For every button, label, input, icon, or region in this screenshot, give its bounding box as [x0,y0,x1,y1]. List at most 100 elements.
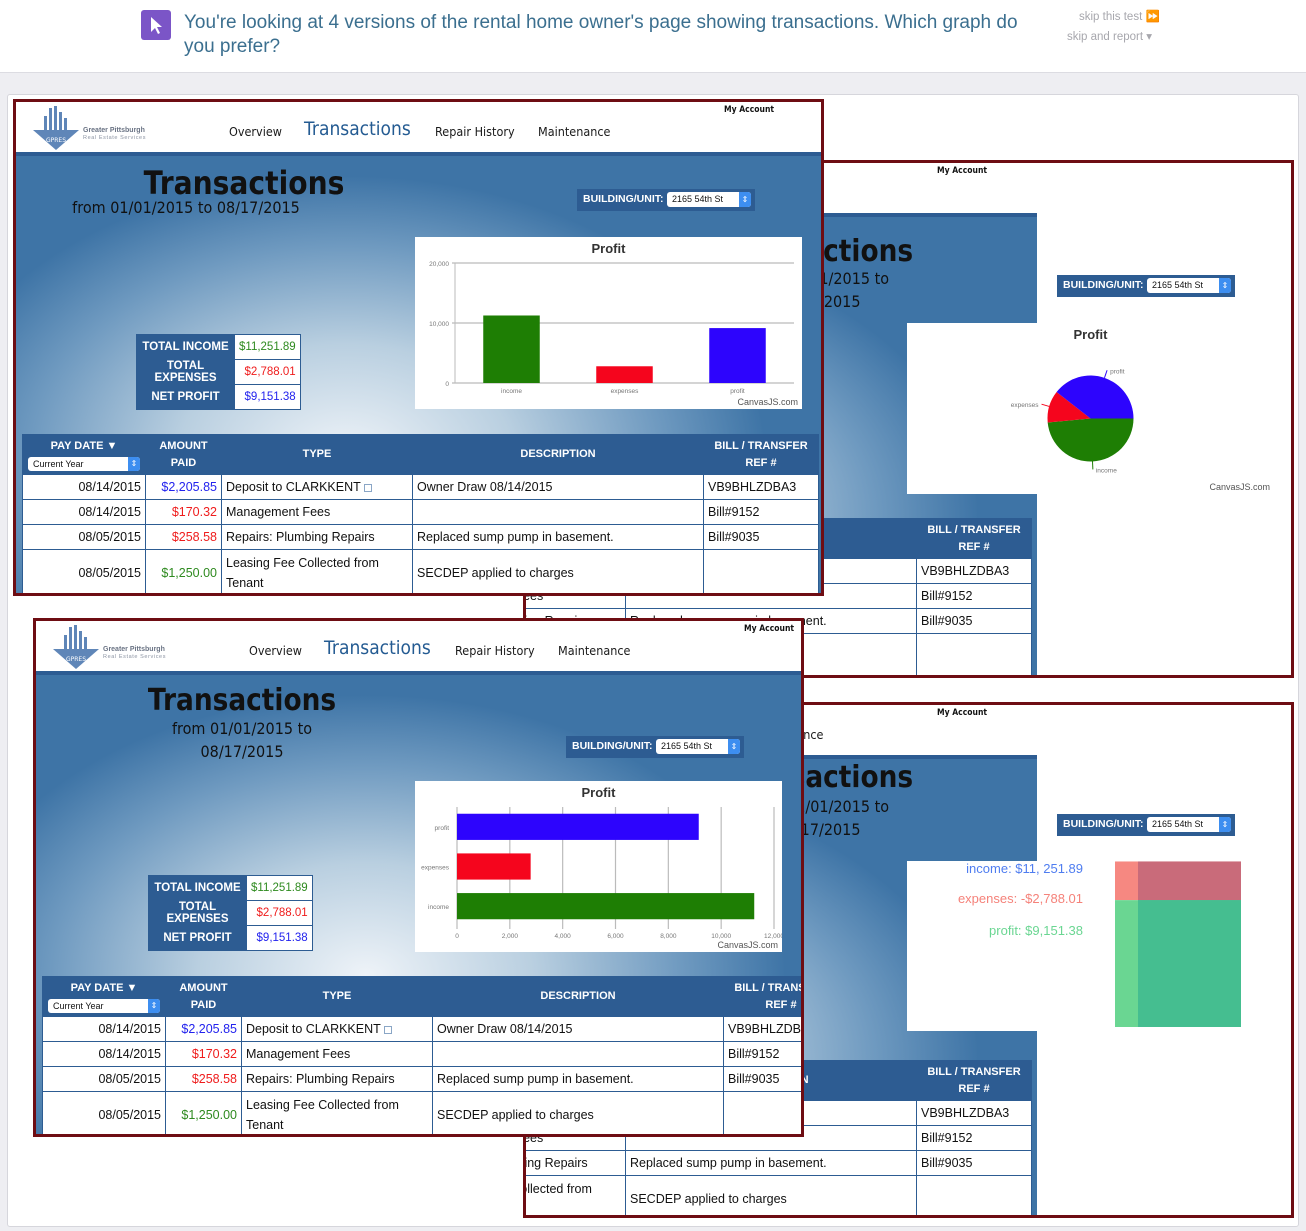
gpres-logo[interactable]: GPRES Greater Pittsburgh Real Estate Ser… [51,625,181,670]
ref-cell[interactable]: Bill#9152 [723,1041,801,1067]
table-row[interactable]: 08/14/2015 $170.32 Management Fees Bill#… [42,1041,801,1067]
gpres-logo[interactable]: GPRES Greater Pittsburgh Real Estate Ser… [31,106,161,151]
col-type[interactable]: TYPE [241,976,433,1017]
table-row[interactable]: 08/05/2015 $258.58 Repairs: Plumbing Rep… [526,1150,1032,1176]
skip-and-report-link[interactable]: skip and report ▾ [1067,31,1153,43]
description-cell: SECDEP applied to charges [432,1091,724,1134]
table-row[interactable]: 08/05/2015 $1,250.00 Leasing Fee Collect… [42,1091,801,1134]
page-variant-1[interactable]: GPRES Greater Pittsburgh Real Estate Ser… [13,99,824,596]
nav-transactions[interactable]: Transactions [304,118,411,140]
ref-cell[interactable]: Bill#9035 [916,608,1032,634]
table-row[interactable]: 08/14/2015 $170.32 Management Fees Bill#… [22,499,819,525]
pay-date-cell: 08/05/2015 [22,549,146,593]
chart-title: Profit [592,241,627,256]
pay-date-header[interactable]: PAY DATE ▼ [70,982,138,994]
type-text: Leasing Fee Collected from Tenant [526,1181,592,1196]
nav-repair-history[interactable]: Repair History [435,124,515,139]
x-tick-label: 6,000 [607,933,624,940]
transactions-body: Transactions from 01/01/2015 to 08/17/201… [36,675,801,1134]
my-account-link[interactable]: My Account [724,105,775,115]
col-description[interactable]: DESCRIPTION [432,976,724,1017]
type-cell: Leasing Fee Collected from Tenant [526,1175,626,1215]
my-account-link[interactable]: My Account [937,708,988,718]
type-cell: Management Fees [221,499,413,525]
col-pay-date[interactable]: PAY DATE ▼ Current Year ⇕ [22,434,146,475]
col-amount-paid[interactable]: AMOUNT PAID [165,976,242,1017]
bar-overlap-expenses [1138,861,1241,901]
total-income-label: TOTAL INCOME [148,875,247,901]
nav-transactions[interactable]: Transactions [324,637,431,659]
building-unit-select[interactable]: 2165 54th St ⇕ [667,192,751,207]
test-prompt-bar: You're looking at 4 versions of the rent… [0,0,1306,73]
page-title: Transactions [147,683,337,718]
x-tick-label: 0 [455,933,459,940]
ref-cell[interactable]: Bill#9152 [916,1125,1032,1151]
pay-date-filter-select[interactable]: Current Year ⇕ [48,999,160,1013]
ref-cell [916,1175,1032,1215]
total-income-label: TOTAL INCOME [136,334,235,360]
pay-date-cell: 08/05/2015 [22,524,146,550]
type-text: Deposit to CLARKKENT [246,1022,381,1036]
logo-tagline: Real Estate Services [83,135,147,141]
total-expenses-value: $2,788.01 [246,900,313,926]
building-unit-value: 2165 54th St [1152,819,1204,829]
date-range-line-1: from 01/01/2015 to [171,719,313,738]
building-unit-filter: BUILDING/UNIT: 2165 54th St ⇕ [1057,275,1235,297]
details-icon[interactable] [383,1025,392,1034]
ref-cell [916,633,1032,675]
col-ref[interactable]: BILL / TRANSFER REF # [916,518,1032,559]
building-logo-icon: GPRES [53,625,99,669]
canvasjs-watermark: CanvasJS.com [717,940,778,950]
details-icon[interactable] [363,483,372,492]
table-row[interactable]: 08/14/2015 $2,205.85 Deposit to CLARKKEN… [42,1016,801,1042]
nav-maintenance[interactable]: Maintenance [538,124,611,139]
table-row[interactable]: 08/05/2015 $258.58 Repairs: Plumbing Rep… [22,524,819,550]
my-account-link[interactable]: My Account [937,166,988,176]
ref-cell[interactable]: Bill#9152 [916,583,1032,609]
my-account-link[interactable]: My Account [744,624,795,634]
col-amount-paid[interactable]: AMOUNT PAID [145,434,222,475]
type-cell: Deposit to CLARKKENT [241,1016,433,1042]
pay-date-header[interactable]: PAY DATE ▼ [50,440,118,452]
bar-profit [709,328,766,383]
nav-overview[interactable]: Overview [249,643,302,658]
type-text: Deposit to CLARKKENT [226,480,361,494]
x-tick-label: 10,000 [711,933,731,940]
type-cell: Repairs: Plumbing Repairs [526,1150,626,1176]
table-row[interactable]: 08/05/2015 $1,250.00 Leasing Fee Collect… [526,1175,1032,1215]
col-description[interactable]: DESCRIPTION [412,434,704,475]
col-ref[interactable]: BILL / TRANSFER REF # [723,976,801,1017]
amount-cell: $1,250.00 [145,549,222,593]
col-type[interactable]: TYPE [221,434,413,475]
col-pay-date[interactable]: PAY DATE ▼ Current Year ⇕ [42,976,166,1017]
amount-cell: $2,205.85 [145,474,222,500]
ref-cell[interactable]: Bill#9152 [703,499,819,525]
col-ref[interactable]: BILL / TRANSFER REF # [916,1060,1032,1101]
building-unit-select[interactable]: 2165 54th St ⇕ [656,739,740,754]
logo-tagline: Real Estate Services [103,654,167,660]
amount-cell: $170.32 [145,499,222,525]
ref-cell[interactable]: Bill#9035 [916,1150,1032,1176]
nav-overview[interactable]: Overview [229,124,282,139]
pay-date-filter-select[interactable]: Current Year ⇕ [28,457,140,471]
table-row[interactable]: 08/05/2015 $258.58 Repairs: Plumbing Rep… [42,1066,801,1092]
x-tick-label: 8,000 [660,933,677,940]
y-tick-label: profit [435,825,450,832]
table-row[interactable]: 08/05/2015 $1,250.00 Leasing Fee Collect… [22,549,819,593]
col-ref[interactable]: BILL / TRANSFER REF # [703,434,819,475]
skip-test-link[interactable]: skip this test ⏩ [1079,11,1160,23]
nav-repair-history[interactable]: Repair History [455,643,535,658]
ref-cell[interactable]: Bill#9035 [703,524,819,550]
total-income-value: $11,251.89 [234,334,301,360]
building-unit-select[interactable]: 2165 54th St ⇕ [1147,278,1231,293]
type-cell: Leasing Fee Collected from Tenant [221,549,413,593]
select-arrows-icon: ⇕ [1219,817,1231,832]
nav-maintenance[interactable]: Maintenance [558,643,631,658]
building-unit-select[interactable]: 2165 54th St ⇕ [1147,817,1231,832]
page-variant-3[interactable]: GPRES Greater Pittsburgh Real Estate Ser… [33,618,804,1137]
y-tick-label: income [428,904,449,911]
ref-cell[interactable]: Bill#9035 [723,1066,801,1092]
pay-date-filter-value: Current Year [33,459,84,469]
table-row[interactable]: 08/14/2015 $2,205.85 Deposit to CLARKKEN… [22,474,819,500]
transactions-table: PAY DATE ▼Current Year⇕ AMOUNT PAID TYPE… [526,1060,1032,1215]
